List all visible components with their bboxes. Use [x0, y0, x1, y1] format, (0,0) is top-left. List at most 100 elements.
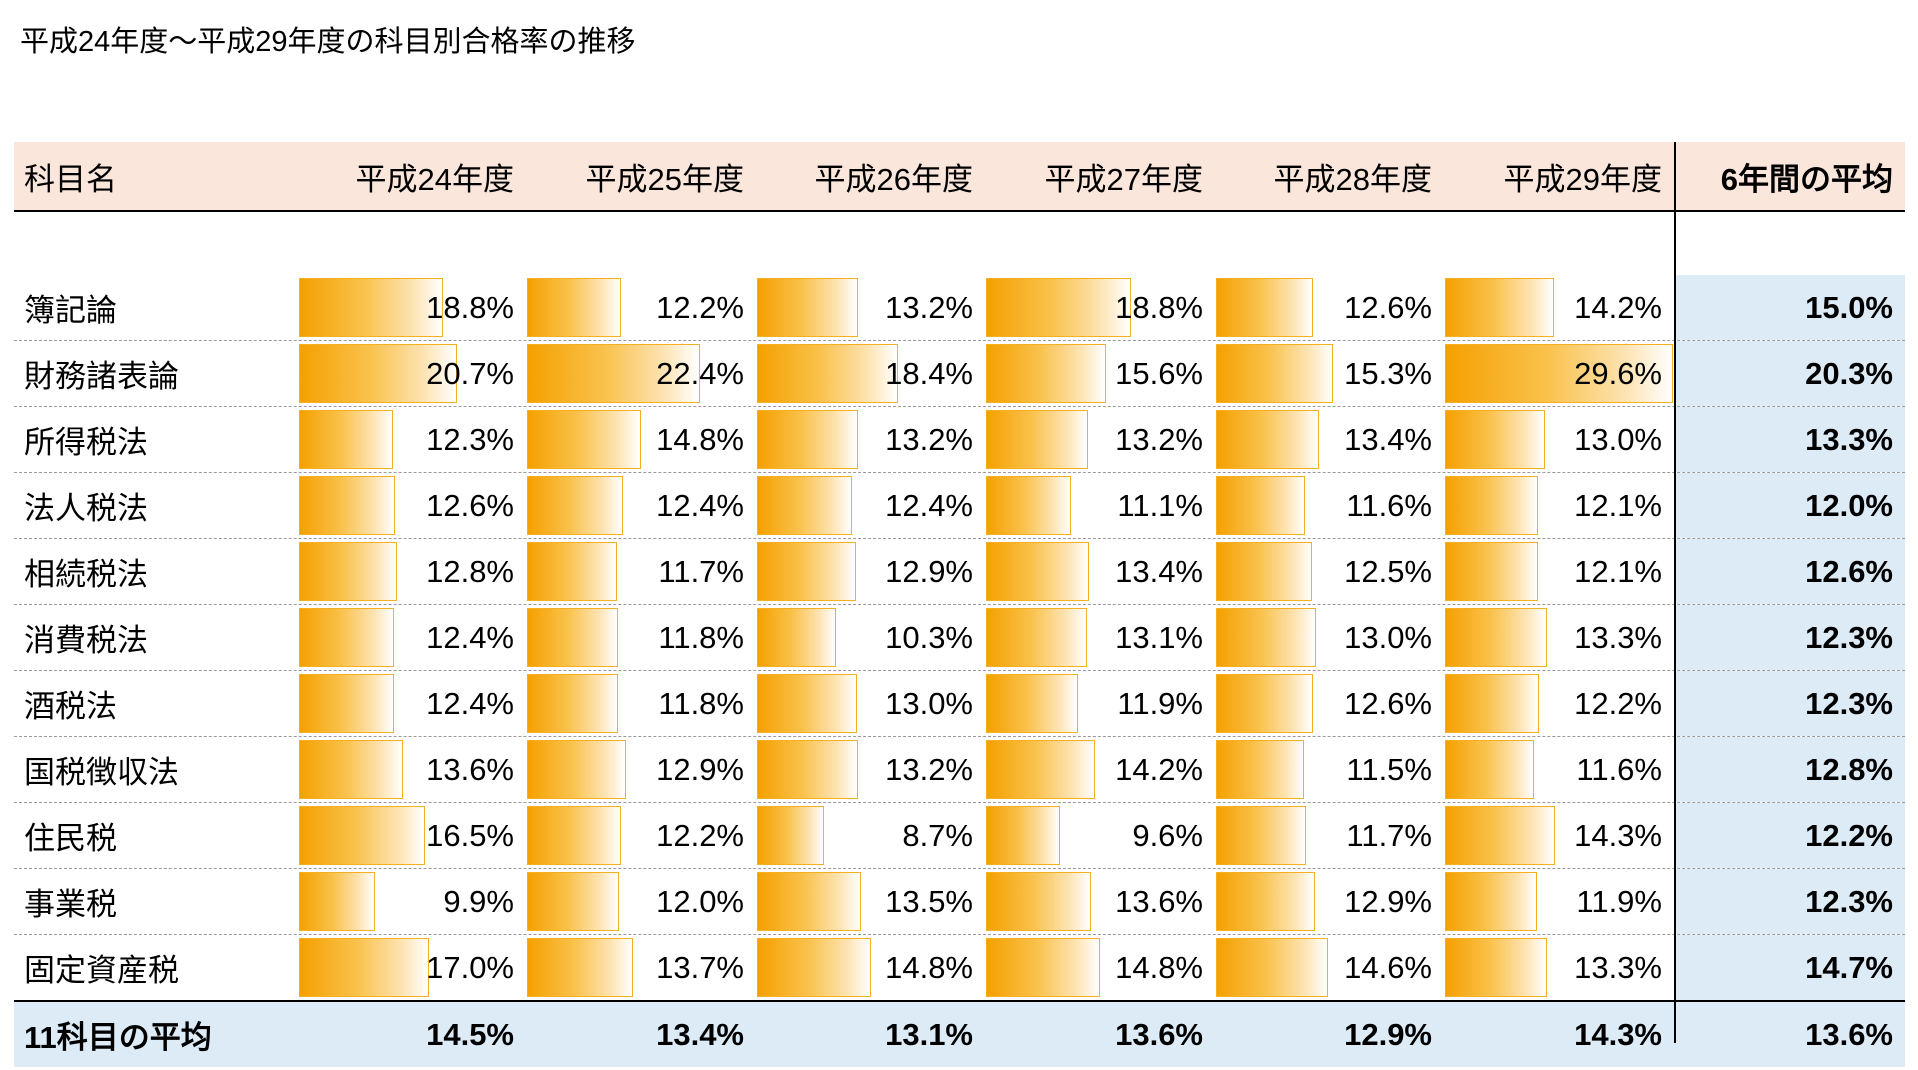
six-year-average: 12.8% — [1674, 737, 1905, 802]
rate-cell: 14.3% — [1444, 803, 1674, 868]
data-bar — [299, 806, 425, 865]
table-row: 法人税法 12.6% 12.4% 12.4% 11.1% 11.6% 12.1% 12.0% — [14, 473, 1905, 539]
data-bar — [757, 872, 861, 931]
data-bar — [299, 740, 403, 799]
rate-label: 13.3% — [1574, 619, 1662, 655]
rate-label: 8.7% — [902, 817, 973, 853]
data-bar — [757, 740, 858, 799]
data-bar — [1216, 872, 1315, 931]
data-bar — [986, 806, 1060, 865]
rate-label: 15.3% — [1344, 355, 1432, 391]
footer-value: 14.5% — [426, 1016, 514, 1052]
rate-label: 11.5% — [1346, 751, 1432, 787]
rate-cell: 13.4% — [1215, 407, 1444, 472]
footer-row: 11科目の平均 14.5% 13.4% 13.1% 13.6% 12.9% 14… — [14, 1000, 1905, 1067]
rate-cell: 12.2% — [526, 275, 756, 340]
data-bar — [1216, 806, 1306, 865]
data-bar — [1445, 476, 1538, 535]
subject-name: 消費税法 — [24, 623, 148, 658]
data-bar — [1216, 674, 1313, 733]
rate-label: 17.0% — [426, 949, 514, 985]
six-year-average: 12.0% — [1674, 473, 1905, 538]
subject-name: 事業税 — [24, 887, 117, 922]
data-bar — [757, 410, 858, 469]
rate-cell: 14.8% — [756, 935, 985, 1000]
average-column-divider — [1674, 142, 1676, 1043]
data-bar — [299, 674, 394, 733]
data-bar — [527, 542, 617, 601]
data-bar — [986, 344, 1106, 403]
table-row: 財務諸表論 20.7% 22.4% 18.4% 15.6% 15.3% 29.6% 20.3% — [14, 341, 1905, 407]
six-year-average: 12.3% — [1674, 671, 1905, 736]
data-bar — [1445, 872, 1537, 931]
rate-cell: 13.0% — [1215, 605, 1444, 670]
rate-cell: 13.5% — [756, 869, 985, 934]
data-bar — [1216, 410, 1319, 469]
data-bar — [1445, 410, 1545, 469]
rate-label: 11.1% — [1117, 487, 1203, 523]
header-six-year-average: 6年間の平均 — [1720, 161, 1893, 197]
rate-cell: 11.7% — [526, 539, 756, 604]
footer-value: 14.3% — [1574, 1016, 1662, 1052]
header-year-25: 平成25年度 — [585, 161, 744, 197]
rate-cell: 11.9% — [1444, 869, 1674, 934]
subject-name: 法人税法 — [24, 491, 148, 526]
subject-name: 国税徴収法 — [24, 755, 179, 790]
subject-name: 相続税法 — [24, 557, 148, 592]
rate-cell: 12.6% — [298, 473, 526, 538]
subject-name: 固定資産税 — [24, 953, 179, 988]
data-bar — [1216, 938, 1328, 997]
rate-cell: 14.2% — [1444, 275, 1674, 340]
data-bar — [757, 344, 898, 403]
six-year-average: 12.6% — [1674, 539, 1905, 604]
rate-cell: 11.7% — [1215, 803, 1444, 868]
rate-label: 12.8% — [426, 553, 514, 589]
data-bar — [1445, 344, 1673, 403]
rate-label: 9.6% — [1132, 817, 1203, 853]
rate-label: 11.9% — [1576, 883, 1662, 919]
rate-label: 12.6% — [426, 487, 514, 523]
rate-label: 18.8% — [426, 289, 514, 325]
rate-cell: 12.6% — [1215, 671, 1444, 736]
rate-label: 12.9% — [885, 553, 973, 589]
rate-cell: 12.0% — [526, 869, 756, 934]
rate-label: 14.2% — [1115, 751, 1203, 787]
rate-cell: 12.4% — [526, 473, 756, 538]
data-bar — [1216, 278, 1313, 337]
rate-cell: 12.9% — [1215, 869, 1444, 934]
footer-value: 12.9% — [1344, 1016, 1432, 1052]
rate-label: 12.4% — [426, 685, 514, 721]
data-bar — [1445, 674, 1539, 733]
rate-cell: 18.8% — [298, 275, 526, 340]
rate-label: 11.6% — [1346, 487, 1432, 523]
footer-label: 11科目の平均 — [24, 1020, 212, 1055]
rate-cell: 13.7% — [526, 935, 756, 1000]
footer-value: 13.6% — [1115, 1016, 1203, 1052]
rate-label: 9.9% — [443, 883, 514, 919]
rate-label: 15.6% — [1115, 355, 1203, 391]
rate-cell: 12.9% — [526, 737, 756, 802]
rate-cell: 13.2% — [985, 407, 1215, 472]
data-bar — [986, 476, 1071, 535]
rate-cell: 22.4% — [526, 341, 756, 406]
data-bar — [1216, 542, 1312, 601]
rate-cell: 12.5% — [1215, 539, 1444, 604]
data-bar — [527, 344, 700, 403]
rate-label: 12.4% — [656, 487, 744, 523]
data-bar — [1445, 806, 1555, 865]
data-bar — [1445, 608, 1547, 667]
rate-label: 20.7% — [426, 355, 514, 391]
rate-label: 14.8% — [656, 421, 744, 457]
pass-rate-table: 科目名 平成24年度 平成25年度 平成26年度 平成27年度 平成28年度 平… — [14, 142, 1905, 1067]
rate-cell: 13.2% — [756, 737, 985, 802]
footer-average: 13.6% — [1805, 1016, 1893, 1052]
rate-cell: 13.3% — [1444, 605, 1674, 670]
rate-cell: 12.3% — [298, 407, 526, 472]
rate-cell: 13.2% — [756, 407, 985, 472]
rate-cell: 11.6% — [1215, 473, 1444, 538]
header-year-24: 平成24年度 — [355, 161, 514, 197]
rate-cell: 13.2% — [756, 275, 985, 340]
rate-label: 12.6% — [1344, 289, 1432, 325]
rate-cell: 15.6% — [985, 341, 1215, 406]
data-bar — [757, 608, 836, 667]
